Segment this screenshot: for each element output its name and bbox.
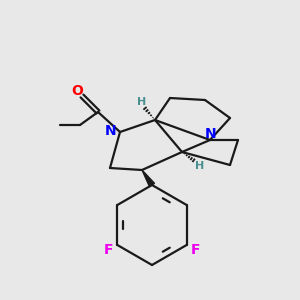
Text: H: H: [137, 97, 147, 107]
Text: F: F: [190, 243, 200, 257]
Polygon shape: [142, 170, 155, 187]
Text: N: N: [105, 124, 117, 138]
Text: F: F: [104, 243, 113, 257]
Text: H: H: [195, 161, 205, 171]
Text: O: O: [71, 84, 83, 98]
Text: N: N: [205, 127, 217, 141]
